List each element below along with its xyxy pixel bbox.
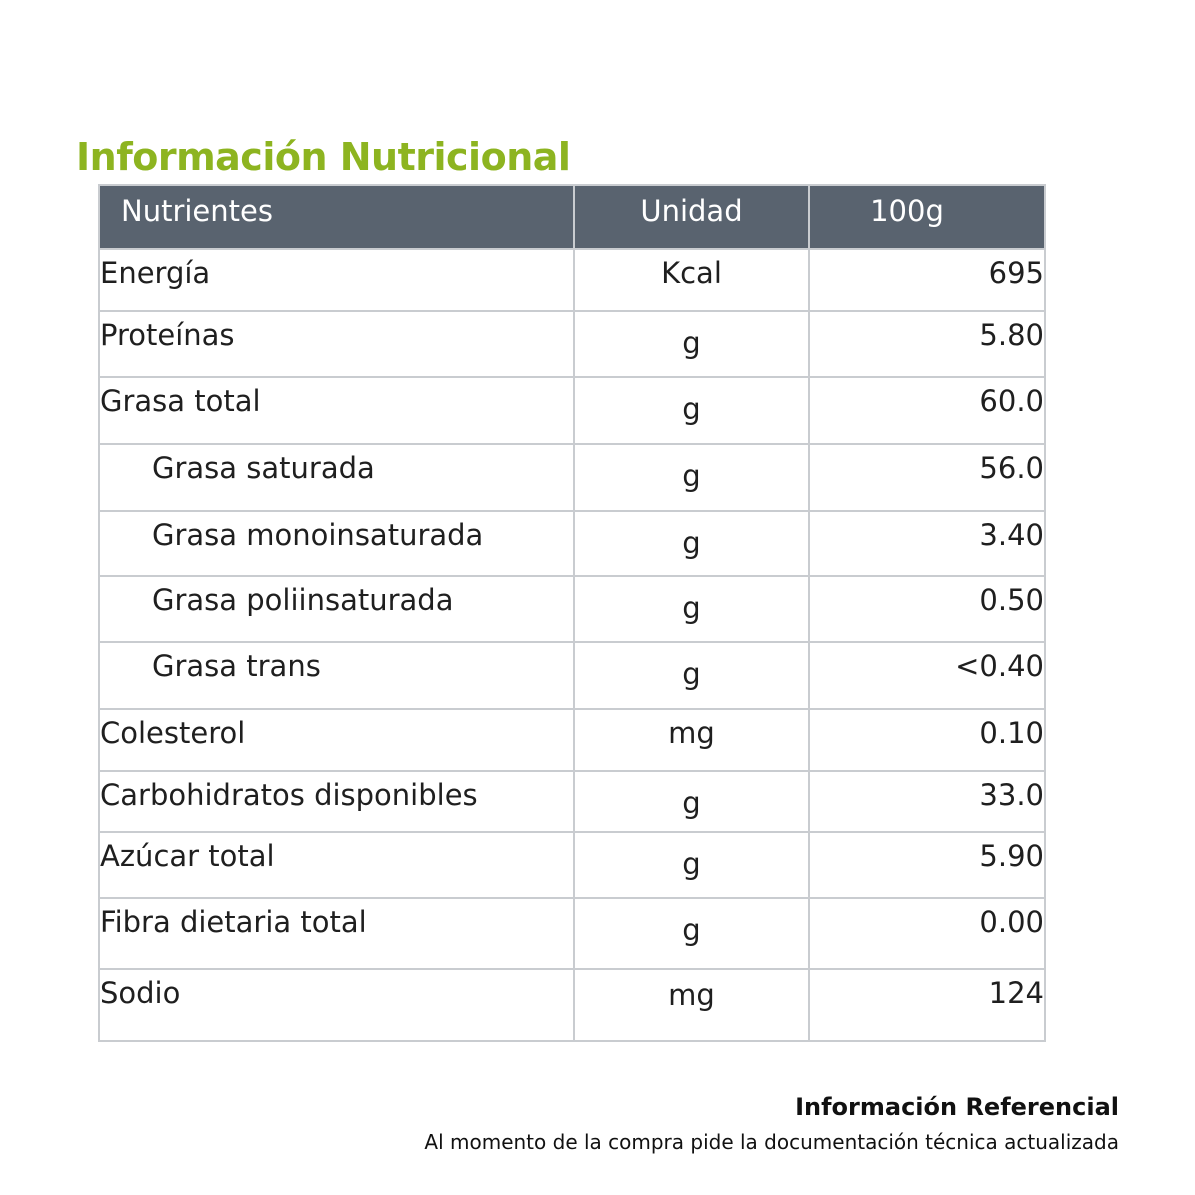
nutrient-name: Carbohidratos disponibles — [98, 770, 575, 833]
table-row: Grasa poliinsaturada g 0.50 — [98, 575, 1046, 643]
nutrient-unit: g — [573, 897, 810, 970]
nutrient-name: Proteínas — [98, 310, 575, 378]
nutrient-unit: g — [573, 575, 810, 643]
nutrient-name: Grasa saturada — [98, 443, 575, 512]
header-unit: Unidad — [573, 184, 810, 250]
nutrient-value: 0.50 — [808, 575, 1046, 643]
nutrient-value: 0.00 — [808, 897, 1046, 970]
nutrient-name: Grasa trans — [98, 641, 575, 710]
nutrient-unit: g — [573, 376, 810, 445]
table-row: Proteínas g 5.80 — [98, 310, 1046, 378]
table-row: Azúcar total g 5.90 — [98, 831, 1046, 899]
nutrient-unit: g — [573, 510, 810, 577]
reference-note: Al momento de la compra pide la document… — [424, 1130, 1119, 1154]
table-header-row: Nutrientes Unidad 100g — [98, 184, 1046, 250]
table-row: Energía Kcal 695 — [98, 248, 1046, 312]
nutrient-name: Colesterol — [98, 708, 575, 772]
nutrient-name: Grasa poliinsaturada — [98, 575, 575, 643]
nutrient-value: 5.80 — [808, 310, 1046, 378]
page-title: Información Nutricional — [76, 135, 571, 179]
table-row: Colesterol mg 0.10 — [98, 708, 1046, 772]
nutrient-unit: mg — [573, 968, 810, 1042]
nutrient-unit: g — [573, 831, 810, 899]
nutrient-name: Grasa monoinsaturada — [98, 510, 575, 577]
nutrient-value: 56.0 — [808, 443, 1046, 512]
nutrient-name: Energía — [98, 248, 575, 312]
table-row: Grasa total g 60.0 — [98, 376, 1046, 445]
nutrient-unit: Kcal — [573, 248, 810, 312]
nutrient-name: Azúcar total — [98, 831, 575, 899]
nutrient-unit: g — [573, 641, 810, 710]
table-row: Grasa saturada g 56.0 — [98, 443, 1046, 512]
nutrient-value: 60.0 — [808, 376, 1046, 445]
nutrient-unit: g — [573, 310, 810, 378]
table-row: Grasa trans g <0.40 — [98, 641, 1046, 710]
nutrient-name: Sodio — [98, 968, 575, 1042]
nutrient-value: 0.10 — [808, 708, 1046, 772]
nutrient-unit: g — [573, 770, 810, 833]
nutrient-name: Grasa total — [98, 376, 575, 445]
nutrient-value: <0.40 — [808, 641, 1046, 710]
table-row: Carbohidratos disponibles g 33.0 — [98, 770, 1046, 833]
nutrient-value: 5.90 — [808, 831, 1046, 899]
nutrient-value: 124 — [808, 968, 1046, 1042]
nutrient-value: 33.0 — [808, 770, 1046, 833]
nutrient-value: 695 — [808, 248, 1046, 312]
nutrient-unit: g — [573, 443, 810, 512]
header-nutrients: Nutrientes — [98, 184, 575, 250]
nutrient-unit: mg — [573, 708, 810, 772]
reference-title: Información Referencial — [795, 1093, 1119, 1121]
nutrition-table: Nutrientes Unidad 100g Energía Kcal 695 … — [98, 184, 1046, 1042]
table-row: Sodio mg 124 — [98, 968, 1046, 1042]
table-row: Grasa monoinsaturada g 3.40 — [98, 510, 1046, 577]
table-row: Fibra dietaria total g 0.00 — [98, 897, 1046, 970]
nutrient-value: 3.40 — [808, 510, 1046, 577]
nutrient-name: Fibra dietaria total — [98, 897, 575, 970]
header-per-100g: 100g — [808, 184, 1046, 250]
